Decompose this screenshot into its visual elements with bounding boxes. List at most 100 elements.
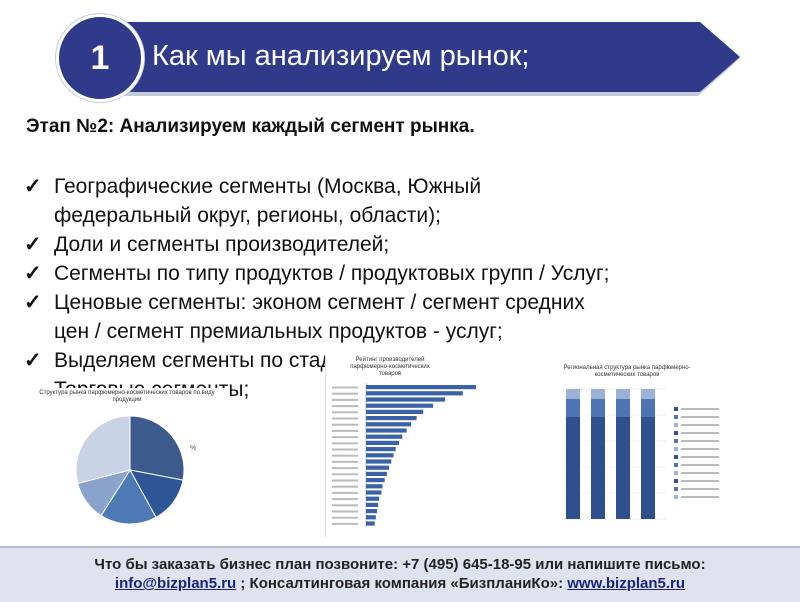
stack-segment [641,399,655,417]
bar [366,447,396,452]
bar-category-label [332,510,358,513]
list-item: ✓ Географические сегменты (Москва, Южный… [24,172,774,230]
bar [366,385,476,390]
stack-segment [641,389,655,399]
title-banner [60,16,740,98]
bar-category-label [332,467,358,470]
bar [366,440,399,445]
bar-category-label [332,504,358,507]
checkmark-icon: ✓ [24,233,42,256]
stack-legend-label [681,496,719,498]
bar-category-label [332,398,358,401]
bar [366,509,377,514]
pie-slice [129,415,185,481]
bar-category-label [332,479,358,482]
footer-contact-line: info@bizplan5.ru ; Консалтинговая компан… [0,575,800,592]
stack-legend-label [681,408,719,410]
email-link[interactable]: info@bizplan5.ru [114,575,237,592]
stack-legend-swatch [674,447,678,451]
bar [366,478,385,483]
pie-chart-title: Структура рынка парфюмерно-косметических… [39,390,215,403]
pie-chart-thumbnail: Структура рынка парфюмерно-косметических… [22,388,230,528]
stack-legend-label [681,472,719,474]
bar-category-label [332,473,358,476]
stack-legend-label [681,480,719,482]
bar-category-label [332,491,358,494]
stage-heading: Этап №2: Анализируем каждый сегмент рынк… [26,116,475,137]
bar [366,391,463,396]
footer-phone-line: Что бы заказать бизнес план позвоните: +… [94,556,706,573]
bar [366,422,412,427]
bar-chart-svg [332,383,476,528]
checkmark-icon: ✓ [24,262,42,285]
stack-segment [566,399,580,417]
bar [366,490,382,495]
stacked-chart-title: Региональная структура рынка парфюмерно-… [563,365,691,378]
bar [366,434,403,439]
pie-slice [100,469,157,525]
stack-segment [591,417,605,519]
pie-chart-svg [75,415,185,525]
section-number-badge: 1 [56,14,144,102]
banner-arrow-shape [100,22,740,96]
segment-list: ✓ Географические сегменты (Москва, Южный… [24,172,774,404]
bar-chart-title: Рейтинг производителей парфюмерно-космет… [350,357,430,377]
stack-legend-swatch [674,439,678,443]
bar-category-label [332,411,358,414]
stack-legend-label [681,424,719,426]
stack-legend-swatch [674,407,678,411]
bar-category-label [332,442,358,445]
bar [366,496,380,501]
stack-legend-label [681,488,719,490]
stack-segment [566,417,580,519]
stacked-chart-thumbnail: Региональная структура рынка парфюмерно-… [538,355,738,537]
page-title: Как мы анализируем рынок; [152,40,530,72]
stack-legend-label [681,416,719,418]
bar-category-label [332,429,358,432]
checkmark-icon: ✓ [24,291,42,314]
stack-legend-swatch [674,423,678,427]
list-item-line: Ценовые сегменты: эконом сегмент / сегме… [54,291,585,314]
bar [366,465,390,470]
stack-legend-swatch [674,415,678,419]
list-item: ✓ Ценовые сегменты: эконом сегмент / сег… [24,288,774,346]
stack-segment [641,417,655,519]
bar [366,484,383,489]
bar-category-label [332,460,358,463]
stack-segment [616,417,630,519]
checkmark-icon: ✓ [24,349,42,372]
list-item-line: цен / сегмент премиальных продуктов - ус… [54,320,503,343]
stack-segment [616,389,630,399]
bar [366,403,434,408]
list-item: ✓ Сегменты по типу продуктов / продуктов… [24,259,774,288]
stack-legend-label [681,448,719,450]
stack-legend-swatch [674,471,678,475]
stack-legend-swatch [674,479,678,483]
stack-segment [591,389,605,399]
footer-company-text: ; Консалтинговая компания «БизпланиКо»: [236,575,568,592]
stack-segment [591,399,605,417]
checkmark-icon: ✓ [24,175,42,198]
pie-legend-note: % [190,445,197,452]
stack-legend-swatch [674,495,678,499]
bar [366,397,446,402]
bar [366,416,417,421]
bar [366,428,407,433]
stack-legend-label [681,464,719,466]
stack-legend-label [681,440,719,442]
stack-legend-swatch [674,487,678,491]
bar [366,453,394,458]
stack-legend-swatch [674,455,678,459]
bar-category-label [332,454,358,457]
bar [366,521,375,526]
list-item: ✓ Доли и сегменты производителей; [24,230,774,259]
bar-category-label [332,423,358,426]
list-item-line: Доли и сегменты производителей; [54,233,390,256]
stack-segment [566,389,580,399]
bar-category-label [332,522,358,525]
bar [366,471,387,476]
list-item-line: Сегменты по типу продуктов / продуктовых… [54,262,610,285]
stack-legend-label [681,432,719,434]
website-link[interactable]: www.bizplan5.ru [567,575,686,592]
list-item-line: Географические сегменты (Москва, Южный [54,175,482,198]
